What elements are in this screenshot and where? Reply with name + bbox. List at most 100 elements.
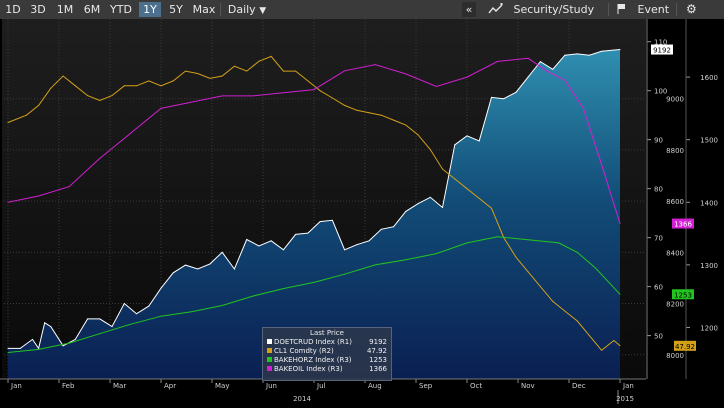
range-button-6m[interactable]: 6M: [83, 3, 101, 16]
data-point: [478, 140, 480, 142]
r2-tick-label: 80: [654, 186, 663, 194]
legend-item: BAKEHORZ Index (R3) 1253: [263, 356, 391, 365]
series-line: [7, 236, 621, 353]
month-tick-label: Feb: [62, 382, 75, 390]
legend-title: Last Price: [310, 329, 344, 337]
data-point: [478, 197, 480, 199]
data-point: [258, 245, 260, 247]
data-point: [619, 293, 621, 295]
r1-tick-label: 8800: [666, 147, 684, 155]
legend-label: DOETCRUD Index (R1): [274, 338, 352, 346]
legend-value: 9192: [369, 338, 387, 346]
data-point: [68, 342, 70, 344]
data-point: [527, 239, 529, 241]
series-line: [8, 49, 621, 350]
data-point: [136, 313, 138, 315]
data-point: [564, 79, 566, 81]
settings-button[interactable]: ⚙: [686, 2, 700, 17]
right-axes: 8000 8200 8400 8600 8800 9000 50 60 70 80 90 100 110…: [646, 19, 718, 379]
data-point: [466, 76, 468, 78]
data-point: [31, 338, 33, 340]
data-point: [527, 57, 529, 59]
data-point: [38, 347, 40, 349]
r2-tick-label: 70: [654, 235, 663, 243]
security-study-button[interactable]: Security/Study: [488, 2, 606, 17]
data-point: [442, 168, 444, 170]
data-point: [44, 322, 46, 324]
data-point: [588, 54, 590, 56]
r1-tick-label: 8600: [666, 198, 684, 206]
doetcrud-area: [7, 49, 621, 379]
frequency-select[interactable]: Daily ▼: [224, 2, 270, 17]
data-point: [282, 288, 284, 290]
last-value-tag: [674, 340, 696, 351]
data-point: [282, 92, 284, 94]
data-point: [307, 232, 309, 234]
month-tick-label: Jul: [316, 382, 326, 390]
data-point: [7, 201, 9, 203]
data-point: [619, 49, 621, 51]
data-point: [435, 85, 437, 87]
data-point: [99, 318, 101, 320]
data-point: [380, 114, 382, 116]
range-button-ytd[interactable]: YTD: [110, 3, 132, 16]
data-point: [50, 326, 52, 328]
data-point: [595, 267, 597, 269]
range-button-max[interactable]: Max: [192, 3, 216, 16]
collapse-button[interactable]: «: [462, 2, 476, 17]
data-point: [19, 347, 21, 349]
range-button-5y[interactable]: 5Y: [169, 3, 183, 16]
data-point: [466, 188, 468, 190]
r1-tick-label: 8200: [666, 301, 684, 309]
data-point: [552, 68, 554, 70]
data-point: [148, 305, 150, 307]
range-button-1y[interactable]: 1Y: [139, 2, 161, 17]
data-point: [99, 99, 101, 101]
data-point: [295, 233, 297, 235]
event-icon: [617, 4, 625, 14]
data-point: [50, 87, 52, 89]
series-lines: [7, 55, 621, 353]
data-point: [405, 259, 407, 261]
data-point: [38, 348, 40, 350]
legend-value: 47.92: [366, 347, 387, 355]
month-tick-label: Nov: [521, 382, 535, 390]
data-point: [356, 244, 358, 246]
data-point: [313, 281, 315, 283]
data-point: [184, 70, 186, 72]
gear-icon: ⚙: [686, 2, 697, 16]
data-point: [601, 164, 603, 166]
data-point: [68, 186, 70, 188]
month-tick-label: Aug: [368, 382, 382, 390]
data-point: [405, 124, 407, 126]
range-button-1d[interactable]: 1D: [5, 3, 21, 16]
range-button-1m[interactable]: 1M: [56, 3, 74, 16]
data-point: [490, 96, 492, 98]
data-point: [233, 65, 235, 67]
data-point: [123, 303, 125, 305]
last-value-tags: 9192 47.92 1253 1366: [651, 44, 696, 351]
data-point: [393, 119, 395, 121]
dropdown-arrow-icon: ▼: [259, 6, 267, 16]
legend-item: CL1 Comdty (R2) 47.92: [263, 347, 391, 356]
time-axis: Jan Feb Mar Apr May Jun Jul Aug Sep Oct Nov Dec Jan 2…: [0, 378, 646, 404]
legend: Last Price DOETCRUD Index (R1) 9192 CL1 C…: [262, 327, 392, 381]
data-point: [38, 195, 40, 197]
range-button-3d[interactable]: 3D: [30, 3, 46, 16]
data-point: [148, 80, 150, 82]
data-point: [380, 228, 382, 230]
legend-swatch: [267, 339, 272, 344]
event-button[interactable]: Event: [616, 2, 672, 17]
data-point: [246, 70, 248, 72]
r3-tick-label: 1500: [700, 137, 718, 145]
legend-swatch: [267, 348, 272, 353]
last-value-tag: [651, 44, 673, 55]
data-point: [319, 221, 321, 223]
legend-item: BAKEOIL Index (R3) 1366: [263, 365, 391, 374]
legend-label: BAKEOIL Index (R3): [274, 365, 343, 373]
legend-label: CL1 Comdty (R2): [274, 347, 334, 355]
toolbar-divider: [608, 3, 609, 16]
data-point: [619, 223, 621, 225]
data-point: [209, 263, 211, 265]
frequency-label: Daily: [227, 3, 256, 16]
